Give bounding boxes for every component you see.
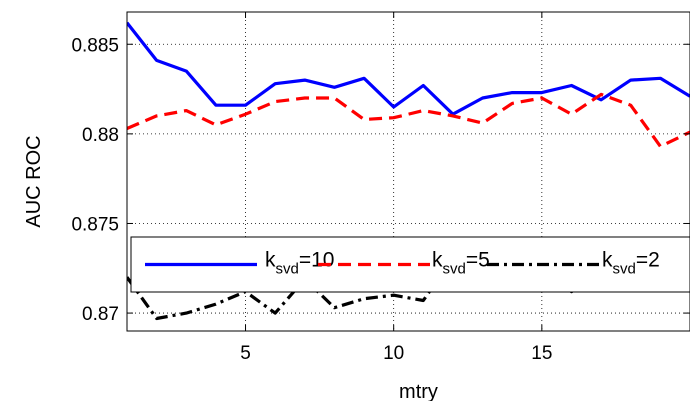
x-tick-label: 5 bbox=[240, 343, 251, 364]
y-tick-label: 0.875 bbox=[71, 214, 119, 235]
x-axis-label: mtry bbox=[399, 381, 438, 401]
x-tick-label: 15 bbox=[531, 343, 552, 364]
y-axis-label: AUC ROC bbox=[23, 135, 45, 227]
legend: ksvd=10 ksvd=5 ksvd=2 bbox=[131, 237, 690, 292]
x-tick-label: 10 bbox=[383, 343, 404, 364]
series-line-1 bbox=[127, 23, 690, 114]
y-tick-label: 0.87 bbox=[82, 304, 119, 325]
y-tick-label: 0.88 bbox=[82, 125, 119, 146]
y-tick-label: 0.885 bbox=[71, 35, 119, 56]
